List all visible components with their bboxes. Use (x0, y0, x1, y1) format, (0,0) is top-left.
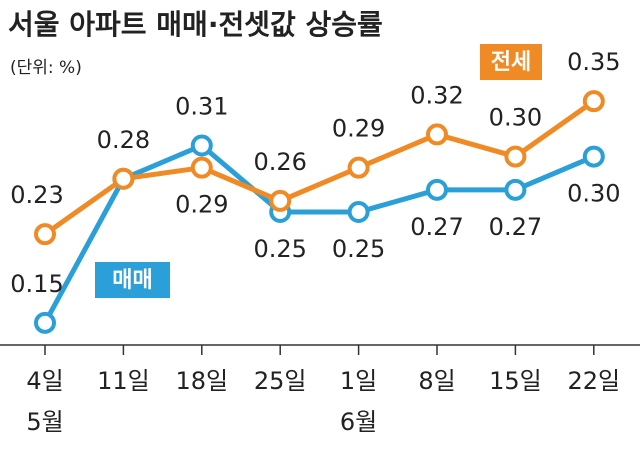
x-tick-label: 4일 (26, 367, 63, 395)
value-label: 0.35 (567, 48, 620, 76)
point (504, 145, 527, 168)
value-label: 0.29 (175, 191, 228, 219)
value-label: 0.30 (567, 180, 620, 208)
x-tick-label: 15일 (489, 367, 542, 395)
value-label: 0.23 (10, 181, 63, 209)
point (112, 167, 135, 190)
value-label: 0.27 (410, 213, 463, 241)
point (347, 156, 370, 179)
value-label: 0.31 (175, 93, 228, 121)
legend-box (480, 44, 542, 80)
point (269, 189, 292, 212)
point (426, 123, 448, 146)
point (190, 134, 213, 157)
value-label: 0.15 (10, 270, 63, 298)
point (426, 178, 448, 201)
point (34, 223, 56, 246)
x-tick-label: 1일 (340, 367, 377, 395)
x-tick-label: 25일 (254, 367, 307, 395)
series-line (42, 143, 595, 325)
value-label: 0.32 (410, 81, 463, 109)
value-label: 0.26 (253, 148, 306, 176)
point (582, 90, 605, 113)
x-tick-label: 11일 (97, 367, 150, 395)
series-line (43, 99, 596, 237)
point (582, 145, 605, 168)
chart-subtitle: (단위: %) (10, 58, 82, 78)
legend-box (95, 262, 170, 298)
value-label: 0.27 (489, 213, 542, 241)
value-label: 0.25 (332, 235, 385, 263)
point (190, 156, 213, 179)
value-label: 0.25 (253, 235, 306, 263)
x-tick-label: 22일 (567, 367, 620, 395)
legend-label: 전세 (491, 50, 531, 75)
point (504, 178, 527, 201)
value-label: 0.30 (489, 104, 542, 132)
month-label: 5월 (26, 408, 63, 436)
legend-label: 매매 (112, 268, 152, 293)
value-label: 0.28 (97, 126, 150, 154)
point (347, 201, 370, 223)
month-label: 6월 (340, 408, 377, 436)
value-label: 0.29 (332, 115, 385, 143)
point (34, 311, 56, 334)
x-tick-label: 8일 (418, 367, 455, 395)
x-tick-label: 18일 (175, 367, 228, 395)
chart-title: 서울 아파트 매매·전셋값 상승률 (8, 8, 383, 41)
